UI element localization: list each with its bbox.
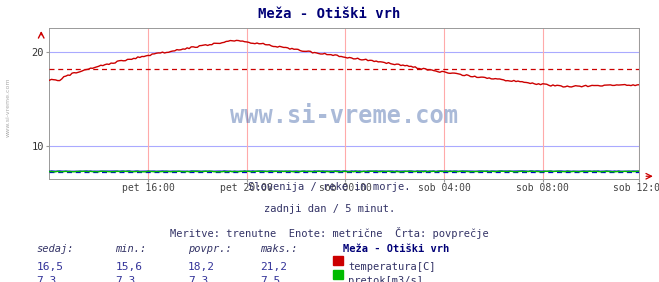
Text: sedaj:: sedaj: [36, 244, 74, 254]
Text: Meža - Otiški vrh: Meža - Otiški vrh [343, 244, 449, 254]
Text: www.si-vreme.com: www.si-vreme.com [5, 78, 11, 137]
Text: temperatura[C]: temperatura[C] [348, 262, 436, 272]
Text: pretok[m3/s]: pretok[m3/s] [348, 276, 423, 282]
Text: Meritve: trenutne  Enote: metrične  Črta: povprečje: Meritve: trenutne Enote: metrične Črta: … [170, 227, 489, 239]
Text: 18,2: 18,2 [188, 262, 215, 272]
Text: 7,5: 7,5 [260, 276, 281, 282]
Text: min.:: min.: [115, 244, 146, 254]
Text: www.si-vreme.com: www.si-vreme.com [231, 104, 458, 128]
Text: 7,3: 7,3 [36, 276, 57, 282]
Text: maks.:: maks.: [260, 244, 298, 254]
Text: Meža - Otiški vrh: Meža - Otiški vrh [258, 7, 401, 21]
Text: zadnji dan / 5 minut.: zadnji dan / 5 minut. [264, 204, 395, 214]
Text: 7,3: 7,3 [188, 276, 208, 282]
Text: Slovenija / reke in morje.: Slovenija / reke in morje. [248, 182, 411, 192]
Text: 7,3: 7,3 [115, 276, 136, 282]
Text: 16,5: 16,5 [36, 262, 63, 272]
Text: 15,6: 15,6 [115, 262, 142, 272]
Text: povpr.:: povpr.: [188, 244, 231, 254]
Text: 21,2: 21,2 [260, 262, 287, 272]
